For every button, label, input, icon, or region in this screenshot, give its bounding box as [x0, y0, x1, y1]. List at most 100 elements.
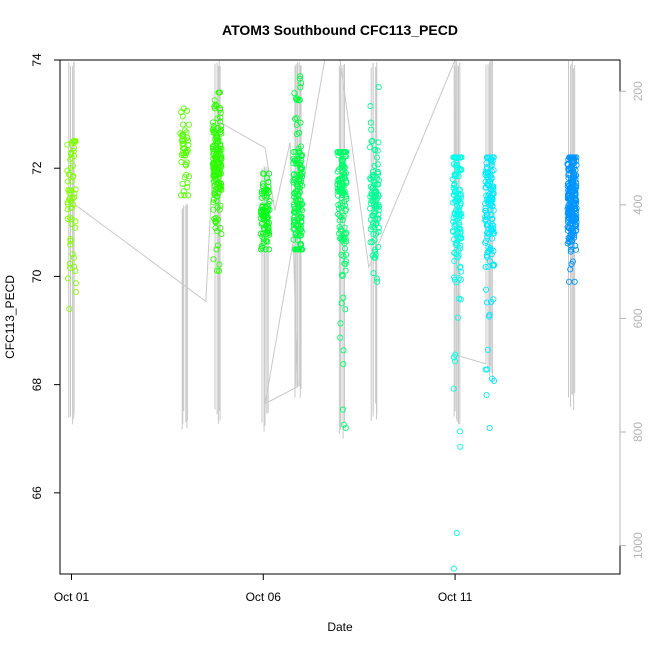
data-point [340, 164, 347, 171]
data-point [488, 298, 495, 306]
data-point [570, 185, 577, 192]
data-point [490, 247, 497, 254]
data-point [488, 156, 495, 163]
data-point [265, 229, 272, 236]
data-point [450, 354, 458, 361]
data-point [338, 271, 345, 278]
data-point [291, 246, 298, 253]
data-point [214, 228, 221, 235]
data-point [488, 168, 495, 175]
data-point [209, 142, 216, 150]
data-point [298, 218, 305, 225]
data-point [371, 246, 378, 253]
data-point [571, 183, 578, 190]
data-point [340, 347, 347, 354]
data-point [571, 278, 578, 285]
data-point [568, 237, 576, 244]
data-point [210, 199, 217, 206]
data-point [218, 146, 225, 153]
data-point [370, 230, 377, 238]
data-point [483, 165, 490, 173]
data-point [569, 189, 576, 196]
data-point [340, 421, 347, 428]
data-point [337, 320, 344, 327]
data-point [342, 424, 349, 431]
data-point [482, 207, 490, 214]
data-point [212, 186, 219, 193]
data-point [67, 238, 74, 245]
data-point [65, 187, 72, 194]
data-point [67, 236, 74, 243]
data-point [375, 181, 382, 188]
data-point [263, 186, 270, 193]
data-point [296, 246, 303, 253]
data-point [64, 215, 71, 222]
data-point [343, 148, 350, 156]
data-point [375, 224, 382, 231]
data-point [565, 224, 572, 231]
data-point [482, 239, 489, 246]
data-point [375, 139, 382, 146]
data-point [68, 220, 75, 227]
data-point [373, 230, 380, 237]
data-point [490, 261, 498, 268]
data-point [181, 174, 188, 181]
data-point [64, 167, 71, 174]
data-point [291, 90, 298, 97]
data-point [488, 159, 495, 166]
data-point [297, 164, 304, 171]
data-point [483, 252, 490, 259]
pressure-profiles [68, 60, 576, 439]
data-point [260, 236, 267, 243]
data-point [456, 208, 463, 215]
data-point [68, 216, 75, 223]
data-point [483, 211, 490, 218]
data-point [72, 280, 79, 287]
data-point [178, 192, 185, 199]
data-point [64, 206, 71, 213]
data-point [260, 230, 267, 237]
data-point [338, 226, 345, 233]
data-point [261, 226, 268, 233]
data-point [452, 221, 459, 228]
data-point [457, 165, 464, 173]
data-point [334, 185, 341, 192]
y-axis-label: CFC113_PECD [3, 275, 17, 359]
data-point [69, 162, 76, 169]
data-point [452, 358, 459, 365]
data-point [295, 152, 302, 159]
data-point [369, 137, 376, 144]
data-point [181, 127, 188, 134]
data-point [339, 272, 346, 279]
data-point [455, 212, 462, 219]
data-point [454, 165, 461, 172]
data-point [260, 239, 267, 247]
data-point [184, 147, 191, 154]
data-point [291, 203, 298, 210]
data-point [297, 119, 304, 126]
data-point [184, 184, 191, 191]
right-tick-label: 1000 [631, 532, 645, 559]
data-point [264, 203, 271, 210]
data-point [184, 137, 192, 144]
data-point [368, 197, 375, 204]
data-point [372, 215, 379, 222]
data-point [214, 242, 221, 249]
data-point [66, 305, 73, 312]
data-point [457, 296, 464, 303]
data-point [212, 224, 219, 232]
data-point [296, 160, 303, 167]
data-point [340, 294, 347, 301]
data-point [340, 361, 347, 368]
data-point [183, 107, 191, 114]
data-point [216, 186, 223, 193]
data-point [72, 288, 79, 295]
data-point [336, 217, 343, 224]
data-point [179, 180, 186, 187]
data-point [566, 167, 573, 174]
data-point [572, 207, 579, 214]
flight-track [75, 59, 486, 405]
data-point [216, 156, 223, 163]
data-point [490, 377, 498, 384]
